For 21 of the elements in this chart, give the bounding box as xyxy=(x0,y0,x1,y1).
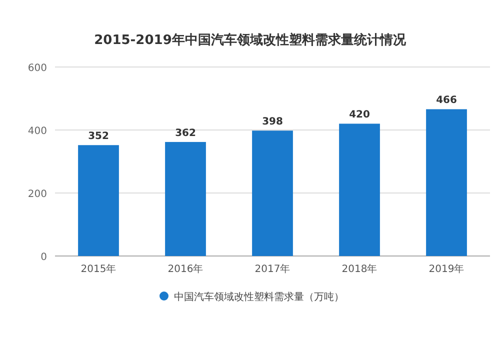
y-tick-label: 200 xyxy=(28,189,47,200)
bar xyxy=(339,124,380,256)
bar xyxy=(165,142,206,256)
y-tick-label: 400 xyxy=(28,126,47,137)
data-label: 362 xyxy=(175,128,196,139)
data-label: 352 xyxy=(88,131,109,142)
legend-label: 中国汽车领域改性塑料需求量（万吨） xyxy=(174,291,344,303)
data-label: 420 xyxy=(349,110,370,121)
chart-title: 2015-2019年中国汽车领域改性塑料需求量统计情况 xyxy=(94,32,407,48)
data-label: 466 xyxy=(436,95,457,106)
x-tick-label: 2017年 xyxy=(254,263,290,275)
bar xyxy=(78,145,119,256)
bar xyxy=(426,109,467,256)
x-tick-label: 2016年 xyxy=(168,263,204,275)
y-tick-label: 0 xyxy=(40,252,47,263)
x-tick-label: 2015年 xyxy=(80,263,116,275)
data-label: 398 xyxy=(262,116,283,128)
y-tick-label: 600 xyxy=(28,63,47,74)
x-tick-label: 2018年 xyxy=(342,263,378,275)
bar xyxy=(252,130,293,256)
x-tick-label: 2019年 xyxy=(428,263,464,275)
